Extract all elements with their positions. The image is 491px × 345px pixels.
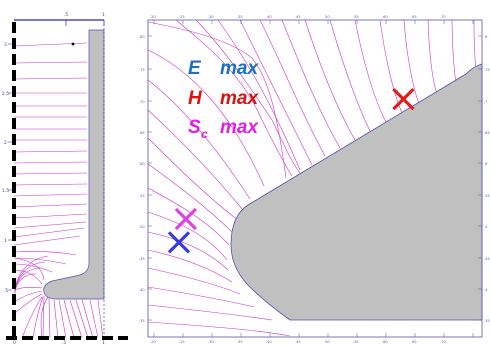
legend-h-symbol: H bbox=[188, 88, 203, 109]
tick-right-0.4: .4 bbox=[484, 288, 488, 292]
tick-left-2: 2 bbox=[4, 140, 7, 146]
tick-left-0.35: .35 bbox=[139, 319, 145, 323]
legend-e-symbol: E bbox=[188, 58, 202, 79]
tick-bottom-0.45: .45 bbox=[295, 340, 301, 344]
right-panel-bottom-ticks: .20 .25 .30 .35 .40 .45 .50 .55 .60 .65 … bbox=[150, 340, 446, 344]
tick-left-0.65: .65 bbox=[139, 131, 145, 135]
tick-top-0.40: .40 bbox=[266, 15, 272, 19]
tick-left-2.5: 2.5 bbox=[2, 91, 9, 97]
right-field-lines bbox=[147, 19, 477, 337]
right-metal-shape bbox=[230, 63, 483, 321]
tick-bottom-0.50: .50 bbox=[324, 340, 330, 344]
right-panel: .20 .25 .30 .35 .40 .45 .50 .55 .60 .65 … bbox=[139, 15, 490, 344]
tick-right-0.7: .7 bbox=[484, 100, 487, 104]
right-panel-right-ticks: .8 .75 .7 .65 .6 .55 .5 .45 .4 .35 bbox=[484, 35, 490, 323]
tick-bottom-0.35: .35 bbox=[237, 340, 243, 344]
legend-s-subscript: c bbox=[201, 127, 208, 141]
tick-right-0.5: .5 bbox=[484, 225, 487, 229]
tick-left-0.45: .45 bbox=[139, 257, 145, 261]
left-panel-ticks: 3 2.5 2 1.5 1 .5 .5 1 0 .5 1 bbox=[2, 12, 105, 345]
tick-bottom-0: 0 bbox=[13, 340, 16, 345]
tick-left-0.40: .40 bbox=[139, 288, 145, 292]
tick-top-0.5: .5 bbox=[64, 12, 68, 18]
tick-bottom-0.55: .55 bbox=[353, 340, 359, 344]
legend-h-text: max bbox=[220, 88, 259, 109]
right-panel-left-ticks: .80 .75 .70 .65 .60 .55 .50 .45 .40 .35 bbox=[139, 35, 145, 323]
tick-right-0.6: .6 bbox=[484, 162, 488, 166]
tick-bottom-0.40: .40 bbox=[266, 340, 272, 344]
tick-top-0.45: .45 bbox=[295, 15, 301, 19]
tick-left-0.75: .75 bbox=[139, 68, 145, 72]
tick-left-3: 3 bbox=[4, 42, 7, 48]
tick-right-0.55: .55 bbox=[484, 194, 490, 198]
tick-bottom-0.30: .30 bbox=[208, 340, 214, 344]
tick-top-0.70: .70 bbox=[440, 15, 446, 19]
left-metal-shape bbox=[43, 29, 105, 300]
tick-top-0.35: .35 bbox=[237, 15, 243, 19]
tick-left-0.60: .60 bbox=[139, 162, 145, 166]
tick-top-1: 1 bbox=[102, 12, 105, 18]
tick-right-0.45: .45 bbox=[484, 257, 490, 261]
tick-left-1: 1 bbox=[4, 238, 7, 244]
tick-bottom-0.70: .70 bbox=[440, 340, 446, 344]
tick-left-0.50: .50 bbox=[139, 225, 145, 229]
tick-bottom-0.25: .25 bbox=[179, 340, 185, 344]
tick-right-0.35: .35 bbox=[484, 319, 490, 323]
tick-top-0.65: .65 bbox=[411, 15, 417, 19]
legend-s-text: max bbox=[220, 117, 259, 138]
tick-bottom-0.65: .65 bbox=[411, 340, 417, 344]
tick-top-0.60: .60 bbox=[382, 15, 388, 19]
tick-top-0.20: .20 bbox=[150, 15, 156, 19]
legend: E max H max S c max bbox=[188, 58, 259, 141]
legend-s-symbol: S bbox=[188, 117, 201, 138]
tick-left-0.80: .80 bbox=[139, 35, 145, 39]
tick-top-0.30: .30 bbox=[208, 15, 214, 19]
s-max-marker bbox=[174, 207, 198, 231]
tick-right-0.65: .65 bbox=[484, 131, 490, 135]
tick-left-0.55: .55 bbox=[139, 194, 145, 198]
tick-right-0.8: .8 bbox=[484, 35, 488, 39]
tick-bottom-1: 1 bbox=[102, 340, 105, 345]
right-panel-tick-marks bbox=[148, 20, 482, 337]
marker-dot bbox=[71, 42, 75, 46]
tick-right-0.75: .75 bbox=[484, 68, 490, 72]
tick-left-0.5: .5 bbox=[4, 288, 8, 294]
max-markers bbox=[167, 87, 415, 254]
tick-left-0.70: .70 bbox=[139, 100, 145, 104]
e-max-marker bbox=[167, 231, 191, 254]
tick-top-0.55: .55 bbox=[353, 15, 359, 19]
tick-top-0.25: .25 bbox=[179, 15, 185, 19]
tick-top-0.50: .50 bbox=[324, 15, 330, 19]
tick-left-1.5: 1.5 bbox=[2, 188, 9, 194]
right-panel-top-ticks: .20 .25 .30 .35 .40 .45 .50 .55 .60 .65 … bbox=[150, 15, 446, 19]
h-max-marker bbox=[392, 87, 415, 111]
tick-bottom-0.5: .5 bbox=[62, 340, 66, 345]
legend-e-text: max bbox=[220, 58, 259, 79]
tick-bottom-0.60: .60 bbox=[382, 340, 388, 344]
left-panel: 3 2.5 2 1.5 1 .5 .5 1 0 .5 1 bbox=[2, 12, 128, 345]
tick-bottom-0.20: .20 bbox=[150, 340, 156, 344]
